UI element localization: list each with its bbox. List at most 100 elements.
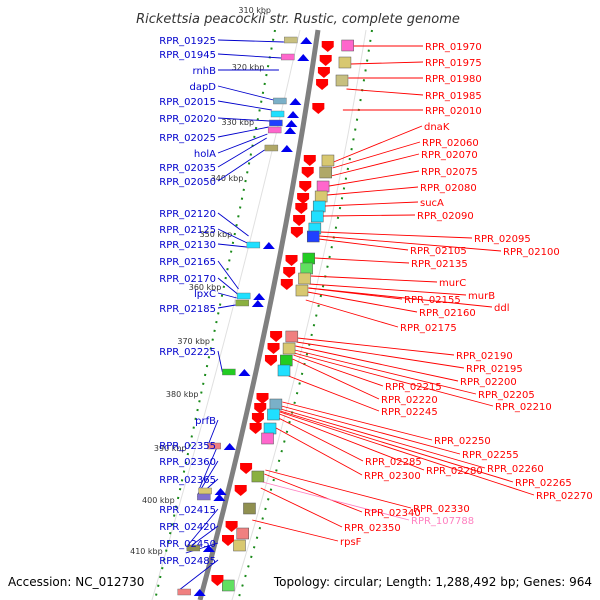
gene-label-reverse: RPR_02270 xyxy=(536,491,593,502)
gene-label-reverse: RPR_02250 xyxy=(434,436,491,447)
reverse-gene-block xyxy=(310,210,324,223)
reverse-gene-arrow xyxy=(285,255,298,266)
right-label-connector xyxy=(292,358,380,400)
reverse-gene-block xyxy=(341,39,354,52)
gene-label-reverse: dnaK xyxy=(424,122,450,133)
gene-label-forward: RPR_02485 xyxy=(159,556,216,567)
accession-text: Accession: NC_012730 xyxy=(8,575,144,589)
right-label-connector xyxy=(296,341,465,369)
right-label-connector xyxy=(288,375,380,412)
right-label-connector xyxy=(330,153,420,177)
left-label-connector xyxy=(177,559,219,592)
left-label-connector xyxy=(217,137,267,168)
left-label-connector xyxy=(217,228,248,244)
reverse-gene-arrow xyxy=(312,103,325,114)
right-label-connector xyxy=(293,354,384,387)
right-label-connector xyxy=(308,287,493,308)
gene-label-reverse: RPR_02070 xyxy=(421,150,478,161)
forward-gene-arrow xyxy=(284,127,297,134)
gene-label-forward: RPR_02050 xyxy=(159,177,216,188)
right-label-connector xyxy=(279,413,425,471)
right-label-connector xyxy=(252,519,339,542)
gene-label-reverse: RPR_02285 xyxy=(365,457,422,468)
left-label-connector xyxy=(217,126,269,138)
right-label-connector xyxy=(297,337,455,356)
gene-label-reverse: RPR_02175 xyxy=(400,323,457,334)
genome-title: Rickettsia peacockii str. Rustic, comple… xyxy=(136,12,460,27)
gene-label-reverse: RPR_02245 xyxy=(381,407,438,418)
reverse-gene-arrow xyxy=(283,267,296,278)
gene-label-reverse: RPR_02135 xyxy=(411,259,468,270)
gene-label-reverse: RPR_01975 xyxy=(425,58,482,69)
reverse-gene-block xyxy=(277,364,291,377)
gene-label-reverse: RPR_02280 xyxy=(426,466,483,477)
gene-label-reverse: RPR_02350 xyxy=(344,523,401,534)
forward-gene-arrow xyxy=(287,111,300,118)
gene-label-forward: dapD xyxy=(189,82,216,93)
reverse-gene-arrow xyxy=(301,167,314,178)
gene-label-reverse: RPR_02100 xyxy=(503,247,560,258)
kbp-tick-label: 360 kbp xyxy=(189,283,222,292)
kbp-tick-layer: 310 kbp 320 kbp 330 kbp 340 kbp 350 kbp 360 k… xyxy=(130,6,271,556)
outer-scale-ring xyxy=(237,29,373,600)
gene-label-reverse: RPR_02200 xyxy=(460,377,517,388)
gene-label-reverse: RPR_02155 xyxy=(404,295,461,306)
reverse-gene-arrow xyxy=(299,181,312,192)
right-label-connector xyxy=(280,410,514,483)
gene-label-reverse: RPR_02190 xyxy=(456,351,513,362)
reverse-gene-block xyxy=(302,252,315,265)
right-label-connector xyxy=(282,401,433,441)
gene-label-reverse: RPR_02260 xyxy=(487,464,544,475)
reverse-gene-block xyxy=(335,74,349,87)
reverse-gene-arrow xyxy=(303,155,316,166)
reverse-gene-block xyxy=(316,180,330,193)
right-label-connector xyxy=(350,61,424,65)
kbp-tick-label: 330 kbp xyxy=(221,118,254,127)
right-label-connector xyxy=(279,411,535,496)
gene-label-reverse: RPR_02210 xyxy=(495,402,552,413)
reverse-gene-arrow xyxy=(270,331,283,342)
forward-gene-block xyxy=(235,299,250,307)
reverse-gene-block xyxy=(282,342,296,355)
right-label-connector xyxy=(314,257,410,264)
reverse-gene-arrow xyxy=(267,343,280,354)
gene-feature-layer xyxy=(177,36,354,596)
left-label-connector xyxy=(217,39,284,43)
right-label-connector xyxy=(309,283,467,296)
right-label-connector xyxy=(293,352,494,407)
left-label-connector xyxy=(217,100,272,111)
reverse-gene-block xyxy=(269,398,283,411)
gene-label-forward: RPR_02125 xyxy=(159,225,216,236)
gene-label-reverse: sucA xyxy=(420,198,444,209)
forward-gene-arrow xyxy=(193,589,206,596)
forward-gene-arrow xyxy=(238,369,251,376)
reverse-gene-arrow xyxy=(321,41,334,52)
gene-label-reverse: RPR_02255 xyxy=(462,450,519,461)
gene-label-forward: RPR_02415 xyxy=(159,505,216,516)
left-label-connector xyxy=(217,243,247,248)
forward-gene-block xyxy=(269,119,283,127)
gene-label-reverse: rpsF xyxy=(340,537,362,548)
gene-label-forward: RPR_02365 xyxy=(159,475,216,486)
forward-gene-arrow xyxy=(202,545,215,552)
right-label-connector xyxy=(319,235,502,252)
forward-gene-block xyxy=(222,368,236,376)
reverse-gene-arrow xyxy=(211,575,224,586)
kbp-tick-label: 380 kbp xyxy=(166,390,199,399)
rna-label: RPR_107788 xyxy=(411,516,474,527)
right-label-connector xyxy=(305,299,399,328)
right-label-connector xyxy=(275,427,363,476)
gene-label-reverse: RPR_01970 xyxy=(425,42,482,53)
gene-label-reverse: RPR_02010 xyxy=(425,106,482,117)
left-label-connector xyxy=(217,350,223,373)
gene-label-reverse: RPR_02095 xyxy=(474,234,531,245)
reverse-gene-arrow xyxy=(290,227,303,238)
left-label-connector xyxy=(185,542,219,554)
gene-label-reverse: RPR_02340 xyxy=(364,508,421,519)
left-label-connector xyxy=(217,117,270,122)
reverse-gene-block xyxy=(314,190,328,203)
gene-label-forward: RPR_02165 xyxy=(159,257,216,268)
gene-label-reverse: ddl xyxy=(494,303,509,314)
gene-label-forward: RPR_02225 xyxy=(159,347,216,358)
forward-gene-arrow xyxy=(262,242,275,249)
